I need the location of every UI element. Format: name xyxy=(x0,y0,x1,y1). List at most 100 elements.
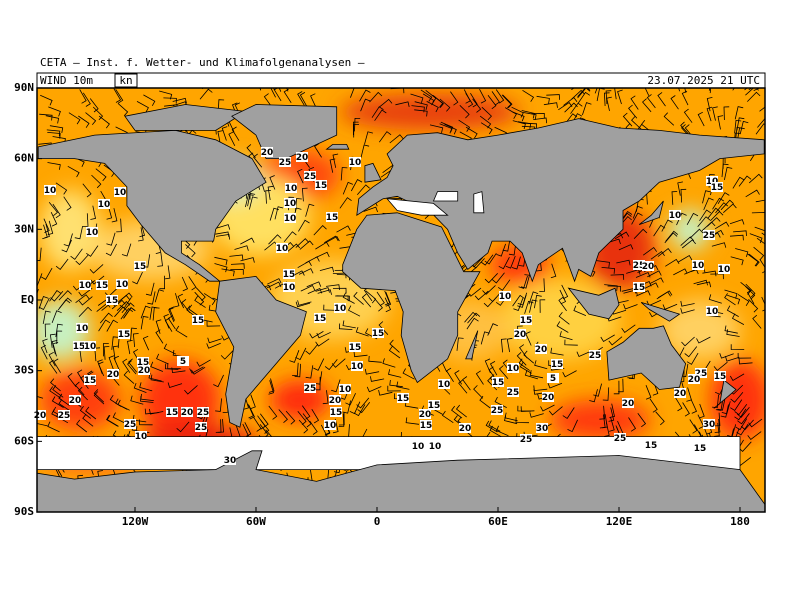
contour-label: 10 xyxy=(339,385,352,395)
wind-barb xyxy=(247,403,254,419)
wind-barb xyxy=(99,312,113,324)
wind-barb xyxy=(44,223,50,239)
contour-label-box xyxy=(459,423,471,433)
wind-barb xyxy=(298,419,309,434)
land-mass xyxy=(231,104,338,160)
wind-barb xyxy=(607,285,622,292)
wind-barb xyxy=(113,355,120,371)
contour-label-box xyxy=(134,261,146,271)
wind-barb xyxy=(748,173,763,184)
wind-barb xyxy=(47,220,54,236)
wind-barb xyxy=(171,367,186,374)
lat-label: 30S xyxy=(14,364,34,377)
wind-barb xyxy=(173,293,180,308)
wind-barb xyxy=(48,351,56,367)
wind-barb xyxy=(91,174,102,189)
contour-label-box xyxy=(507,363,519,373)
wind-barb xyxy=(220,349,235,360)
contour-label-box xyxy=(499,291,511,301)
wind-barb xyxy=(673,268,688,276)
wind-barb xyxy=(754,226,765,237)
header-title: CETA – Inst. f. Wetter- und Klimafolgena… xyxy=(40,56,365,69)
contour-label: 30 xyxy=(536,424,549,434)
wind-barb xyxy=(305,343,319,355)
contour-label-box xyxy=(124,419,136,429)
wind-barb xyxy=(359,89,371,102)
contour-label: 20 xyxy=(261,148,274,158)
wind-barb xyxy=(268,380,275,395)
contour-label: 10 xyxy=(98,200,111,210)
wind-barb xyxy=(558,102,573,111)
contour-label: 15 xyxy=(714,372,727,382)
wind-barb xyxy=(301,187,308,202)
contour-label-box xyxy=(314,313,326,323)
wind-barb xyxy=(306,281,322,288)
wind-barb xyxy=(374,109,387,121)
wind-barb xyxy=(465,126,478,139)
wind-barb xyxy=(608,407,615,422)
wind-barb xyxy=(518,275,528,289)
contour-label-box xyxy=(694,443,706,453)
wind-barb xyxy=(188,276,197,291)
wind-barb xyxy=(368,355,382,363)
wind-barb xyxy=(456,337,464,351)
wind-barb xyxy=(44,323,51,338)
contour-label-box xyxy=(283,282,295,292)
contour-label-box xyxy=(714,371,726,381)
wind-barb xyxy=(693,279,708,286)
wind-barb xyxy=(349,401,361,415)
wind-barb xyxy=(631,116,642,130)
wind-barb xyxy=(735,127,743,141)
wind-barb xyxy=(214,263,228,273)
wind-barb xyxy=(378,390,393,396)
contour-label-box xyxy=(330,407,342,417)
wind-barb xyxy=(608,336,623,346)
contour-label: 15 xyxy=(314,314,327,324)
contour-label-box xyxy=(438,379,450,389)
wind-barb xyxy=(479,115,492,129)
contour-label-box xyxy=(192,315,204,325)
wind-barb xyxy=(55,323,63,338)
wind-barb xyxy=(228,131,236,146)
wind-barb xyxy=(502,94,513,109)
wind-patch xyxy=(550,400,650,440)
contour-label: 25 xyxy=(197,408,210,418)
wind-barb xyxy=(240,237,255,245)
valid-time: 23.07.2025 21 UTC xyxy=(647,74,760,87)
wind-barb xyxy=(502,238,511,252)
wind-barb xyxy=(50,212,58,227)
wind-barb xyxy=(521,110,535,119)
wind-barb xyxy=(550,347,564,356)
contour-label: 15 xyxy=(694,444,707,454)
wind-barb xyxy=(86,245,99,257)
wind-barb xyxy=(58,290,72,301)
wind-barb xyxy=(315,251,330,259)
wind-barb xyxy=(299,240,314,250)
wind-barb xyxy=(482,285,496,295)
wind-barb xyxy=(735,248,749,258)
contour-label-box xyxy=(58,410,70,420)
wind-barb xyxy=(573,305,587,316)
wind-patch xyxy=(340,94,520,130)
wind-barb xyxy=(599,405,606,420)
wind-barb xyxy=(504,107,517,119)
contour-label: 25 xyxy=(124,420,137,430)
wind-barb xyxy=(244,422,252,437)
contour-label: 25 xyxy=(304,172,317,182)
wind-barb xyxy=(136,101,149,113)
wind-barb xyxy=(298,268,314,275)
wind-barb xyxy=(159,90,173,100)
wind-barb xyxy=(609,403,615,418)
wind-barb xyxy=(199,88,213,100)
wind-barb xyxy=(305,256,320,264)
lon-label: 180 xyxy=(730,515,750,528)
wind-barb xyxy=(727,294,741,305)
wind-barb xyxy=(163,97,177,104)
wind-barb xyxy=(501,94,512,109)
wind-barb xyxy=(267,185,274,200)
wind-barb xyxy=(405,417,420,425)
wind-barb xyxy=(564,113,578,125)
wind-barb xyxy=(138,227,144,242)
wind-barb xyxy=(67,372,77,388)
contour-label-box xyxy=(633,282,645,292)
